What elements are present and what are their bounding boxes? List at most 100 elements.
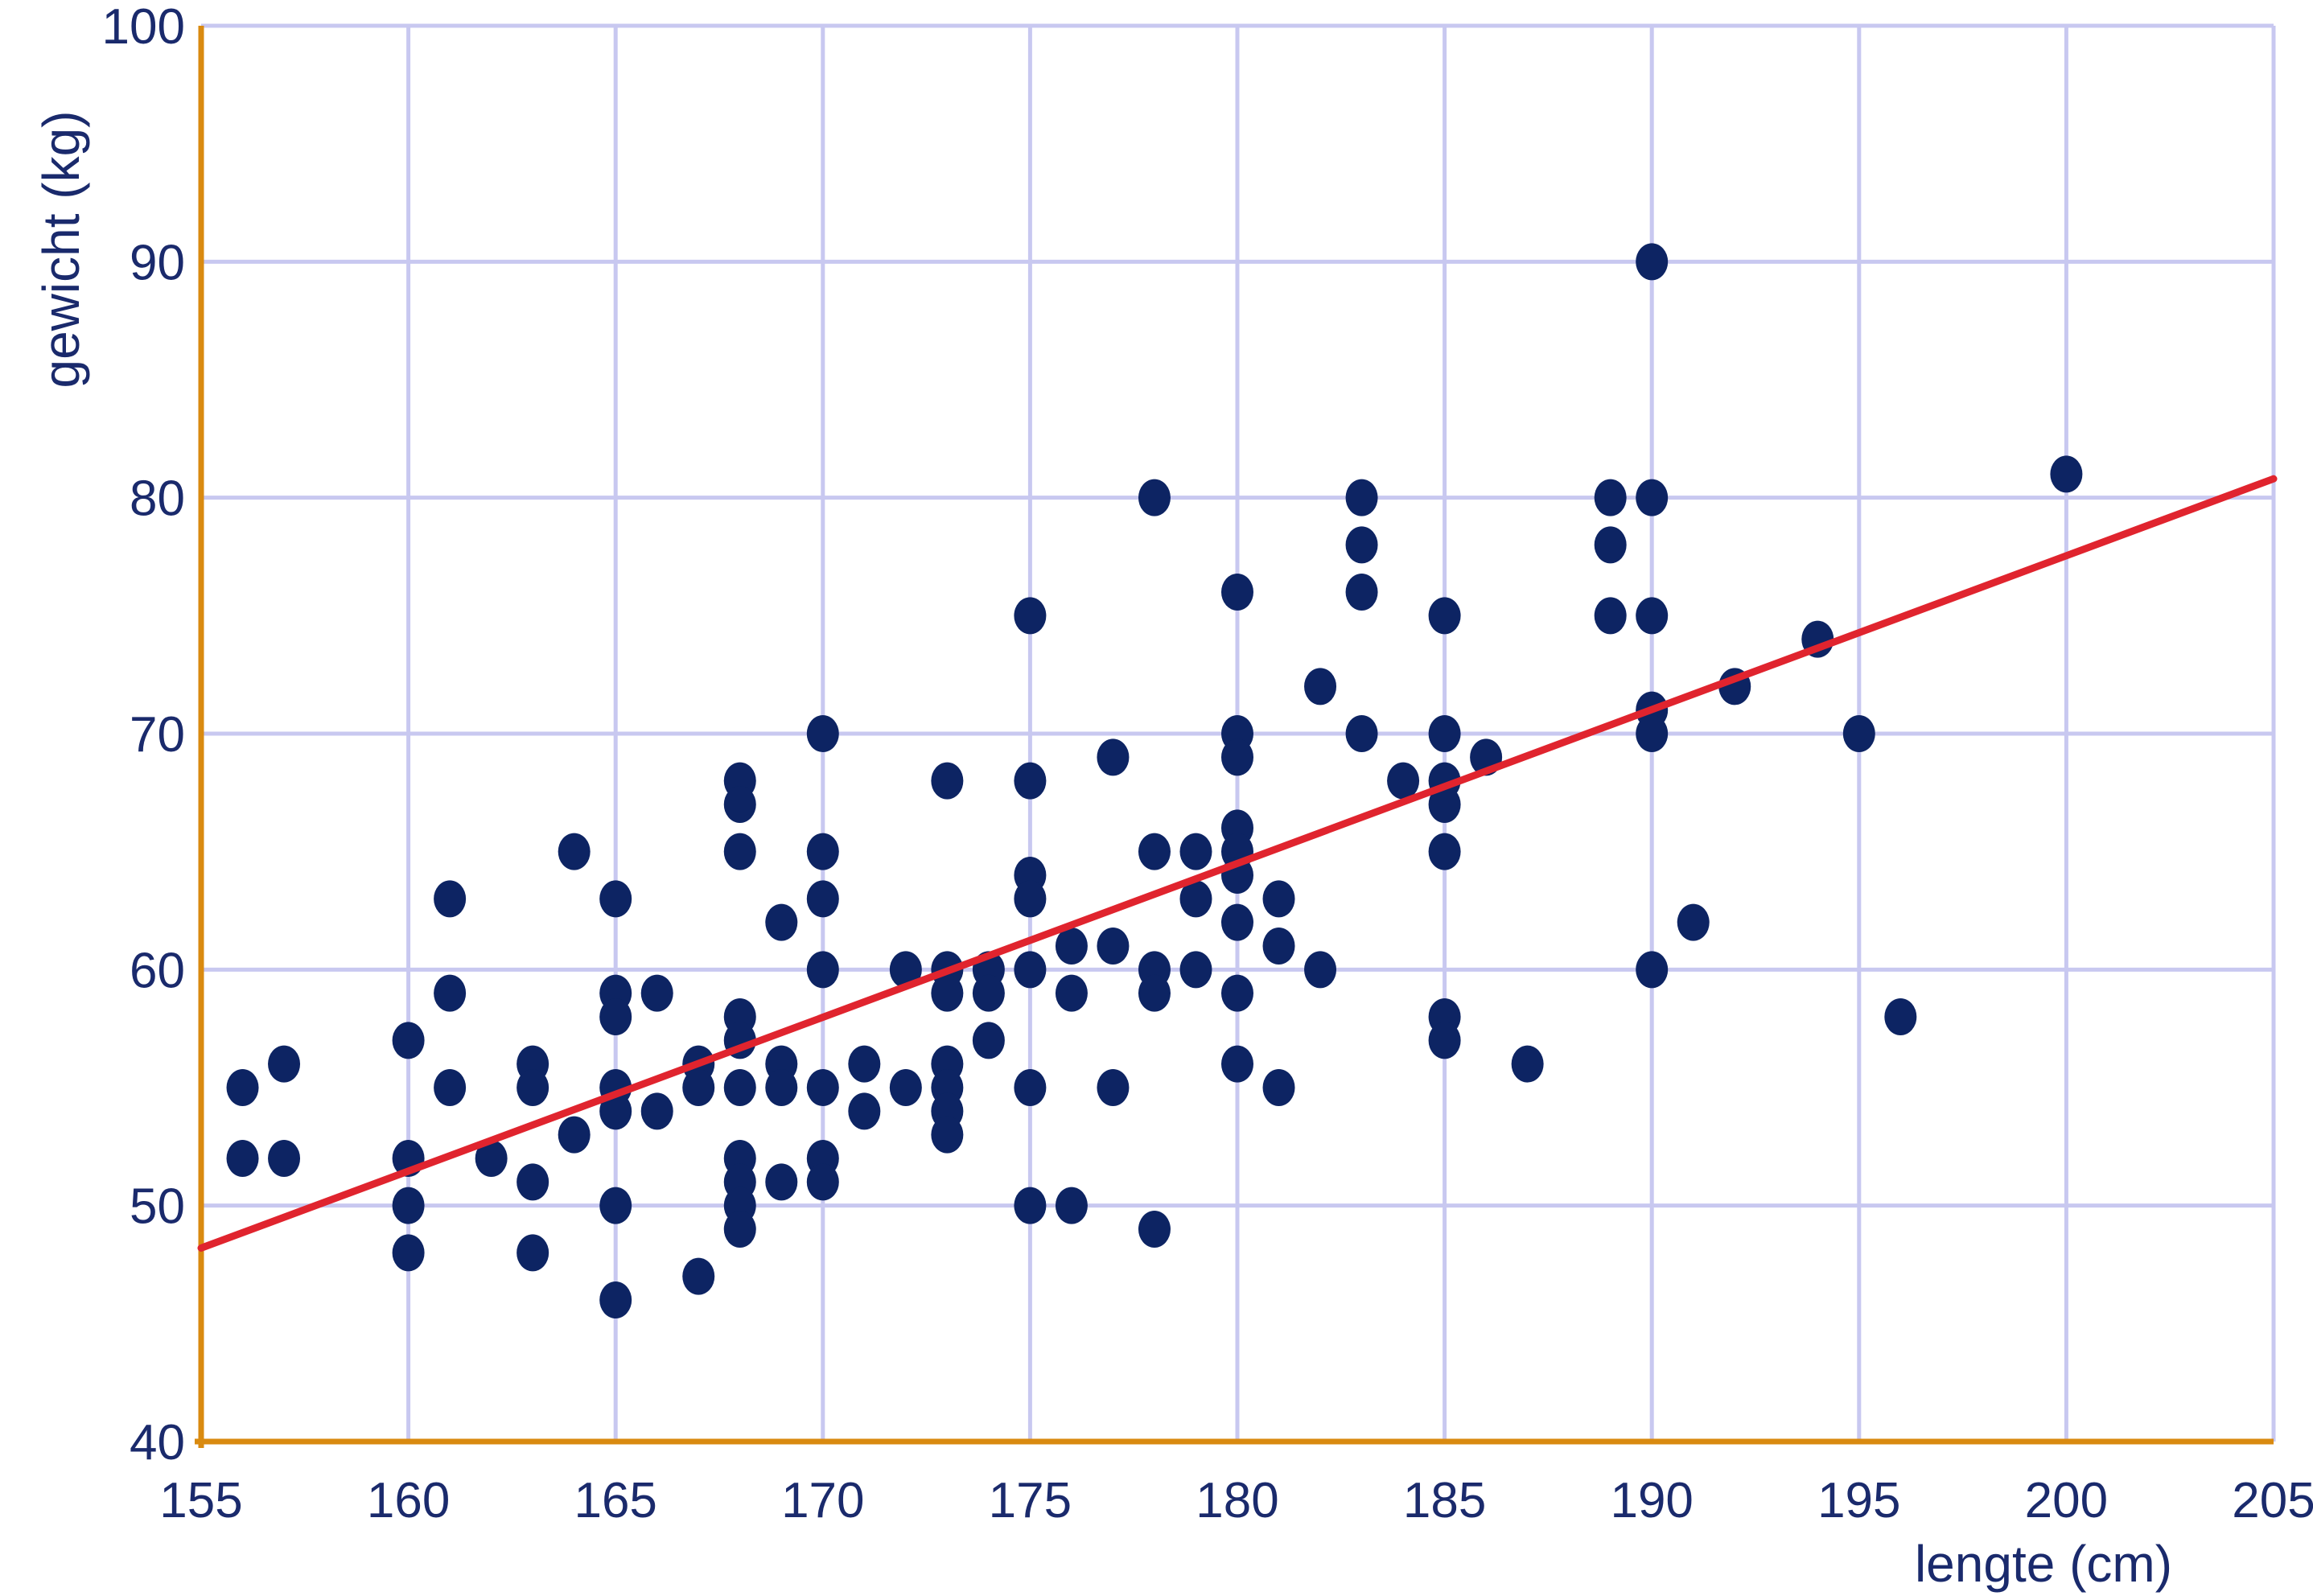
data-point (1387, 762, 1420, 800)
data-point (889, 951, 922, 989)
data-point (723, 1069, 756, 1106)
data-point (806, 880, 839, 918)
axes (195, 26, 2274, 1448)
y-tick-label: 100 (102, 0, 185, 55)
data-point (1138, 833, 1171, 870)
data-point (517, 1069, 549, 1106)
data-point (1636, 715, 1669, 752)
data-point (1097, 928, 1130, 965)
data-point (1014, 880, 1047, 918)
data-point (392, 1187, 425, 1224)
data-point (723, 1211, 756, 1248)
data-point (517, 1163, 549, 1201)
data-point (1677, 903, 1710, 941)
data-point (1221, 1045, 1253, 1083)
trendline-group (197, 475, 2278, 1252)
data-point (1055, 974, 1088, 1012)
data-point (806, 1163, 839, 1201)
data-point (889, 1069, 922, 1106)
data-point (931, 974, 964, 1012)
data-point (517, 1234, 549, 1272)
data-point (1014, 762, 1047, 800)
data-point (1428, 1022, 1461, 1059)
data-point (1262, 928, 1295, 965)
data-point (558, 1116, 591, 1154)
data-point (1304, 668, 1337, 705)
data-point (1014, 951, 1047, 989)
x-tick-label: 170 (781, 1473, 864, 1528)
data-point (1014, 1069, 1047, 1106)
data-point (723, 833, 756, 870)
data-point (765, 1163, 798, 1201)
data-point (1842, 715, 1875, 752)
data-point (1138, 1211, 1171, 1248)
x-tick-label: 180 (1196, 1473, 1278, 1528)
data-point (1345, 479, 1378, 516)
data-point (392, 1022, 425, 1059)
data-point (1179, 880, 1212, 918)
data-point (1594, 479, 1627, 516)
data-point (268, 1045, 301, 1083)
data-point (1097, 738, 1130, 776)
data-point (558, 833, 591, 870)
x-tick-label: 200 (2025, 1473, 2108, 1528)
data-point (1138, 479, 1171, 516)
x-axis-title: lengte (cm) (1915, 1535, 2172, 1593)
data-point (848, 1092, 881, 1130)
data-point (806, 1069, 839, 1106)
data-point (1304, 951, 1337, 989)
data-point (931, 1116, 964, 1154)
data-point (226, 1069, 259, 1106)
y-tick-label: 50 (130, 1179, 185, 1235)
x-tick-label: 185 (1403, 1473, 1486, 1528)
data-point (1345, 715, 1378, 752)
y-tick-label: 40 (130, 1415, 185, 1471)
data-point (1014, 1187, 1047, 1224)
data-points (226, 243, 2083, 1318)
x-tick-label: 160 (367, 1473, 450, 1528)
data-point (1221, 903, 1253, 941)
x-tick-label: 205 (2232, 1473, 2313, 1528)
data-point (1345, 574, 1378, 611)
data-point (1345, 526, 1378, 564)
data-point (848, 1045, 881, 1083)
data-point (599, 998, 632, 1035)
data-point (1428, 715, 1461, 752)
data-point (972, 1022, 1005, 1059)
data-point (1221, 574, 1253, 611)
data-point (1055, 928, 1088, 965)
data-point (972, 974, 1005, 1012)
y-tick-label: 80 (130, 471, 185, 527)
x-tick-label: 155 (159, 1473, 242, 1528)
data-point (268, 1140, 301, 1177)
data-point (1636, 479, 1669, 516)
data-point (931, 762, 964, 800)
data-point (765, 1069, 798, 1106)
data-point (1221, 738, 1253, 776)
data-point (1138, 974, 1171, 1012)
data-point (806, 833, 839, 870)
data-point (806, 715, 839, 752)
data-point (1179, 833, 1212, 870)
x-tick-label: 195 (1817, 1473, 1900, 1528)
y-tick-label: 90 (130, 235, 185, 290)
data-point (434, 880, 467, 918)
data-point (1594, 526, 1627, 564)
data-point (1262, 1069, 1295, 1106)
data-point (682, 1257, 715, 1295)
x-tick-label: 175 (989, 1473, 1072, 1528)
data-point (599, 1187, 632, 1224)
data-point (1511, 1045, 1544, 1083)
data-point (392, 1234, 425, 1272)
data-point (1055, 1187, 1088, 1224)
data-point (1428, 597, 1461, 635)
x-tick-label: 165 (574, 1473, 656, 1528)
data-point (1097, 1069, 1130, 1106)
data-point (599, 880, 632, 918)
data-point (806, 951, 839, 989)
data-point (1636, 951, 1669, 989)
data-point (1884, 998, 1917, 1035)
data-point (1594, 597, 1627, 635)
data-point (1179, 951, 1212, 989)
